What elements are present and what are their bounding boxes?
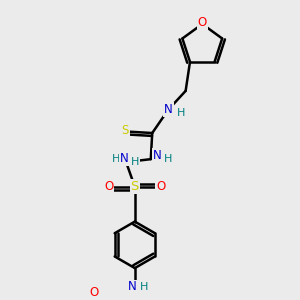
Text: H: H	[164, 154, 172, 164]
Text: O: O	[198, 16, 207, 29]
Text: O: O	[89, 286, 99, 299]
Text: N: N	[128, 280, 136, 293]
Text: S: S	[130, 180, 139, 193]
Text: H: H	[177, 108, 185, 118]
Text: H: H	[140, 282, 148, 292]
Text: H: H	[130, 157, 139, 167]
Text: S: S	[122, 124, 129, 137]
Text: H: H	[112, 154, 120, 164]
Text: N: N	[164, 103, 172, 116]
Text: O: O	[104, 180, 113, 193]
Text: N: N	[120, 152, 129, 165]
Text: O: O	[156, 180, 166, 193]
Text: N: N	[153, 149, 161, 162]
